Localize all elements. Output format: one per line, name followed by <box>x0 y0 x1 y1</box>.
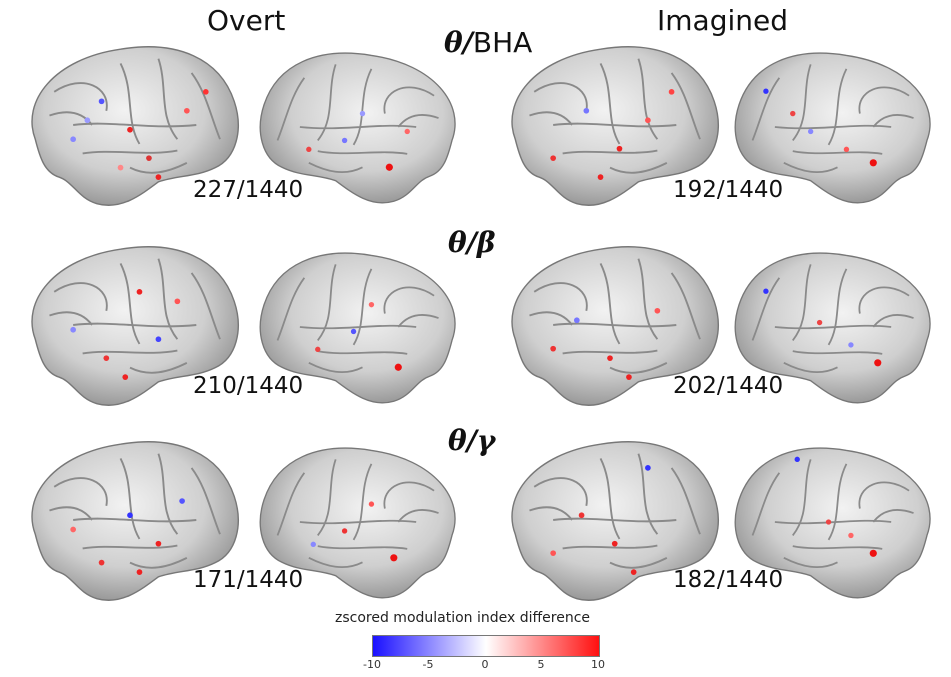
ratio-label: θ/ <box>444 26 473 59</box>
brain-imagined-right-row2 <box>734 252 931 404</box>
denominator-label: β <box>476 226 496 259</box>
brain-imagined-left-row3 <box>511 440 720 602</box>
brain-overt-left-row1 <box>31 45 240 207</box>
denominator-label: γ <box>476 424 496 457</box>
colorbar-tick: -10 <box>363 658 381 671</box>
count-overt-row2: 210/1440 <box>193 373 304 399</box>
brain-imagined-right-row1 <box>734 52 931 204</box>
ratio-label: θ/ <box>448 226 477 259</box>
row-title-gamma: θ/γ <box>448 424 495 457</box>
colorbar <box>372 635 600 657</box>
row-title-bha: θ/BHA <box>444 26 532 59</box>
count-overt-row3: 171/1440 <box>193 567 304 593</box>
column-title-imagined: Imagined <box>657 4 788 37</box>
colorbar-ticks: -10 -5 0 5 10 <box>363 658 605 672</box>
colorbar-title: zscored modulation index difference <box>335 610 591 626</box>
colorbar-tick: 10 <box>591 658 605 671</box>
denominator-label: BHA <box>472 26 533 59</box>
colorbar-tick: -5 <box>422 658 434 671</box>
brain-overt-right-row3 <box>259 447 456 599</box>
column-title-overt: Overt <box>207 4 286 37</box>
brain-overt-left-row2 <box>31 245 240 407</box>
ratio-label: θ/ <box>448 424 477 457</box>
brain-imagined-right-row3 <box>734 447 931 599</box>
brain-overt-right-row1 <box>259 52 456 204</box>
colorbar-tick: 0 <box>481 658 489 671</box>
count-overt-row1: 227/1440 <box>193 177 304 203</box>
brain-overt-left-row3 <box>31 440 240 602</box>
count-imagined-row2: 202/1440 <box>673 373 784 399</box>
colorbar-tick: 5 <box>537 658 545 671</box>
brain-overt-right-row2 <box>259 252 456 404</box>
brain-imagined-left-row2 <box>511 245 720 407</box>
count-imagined-row3: 182/1440 <box>673 567 784 593</box>
brain-imagined-left-row1 <box>511 45 720 207</box>
count-imagined-row1: 192/1440 <box>673 177 784 203</box>
row-title-beta: θ/β <box>448 226 496 259</box>
